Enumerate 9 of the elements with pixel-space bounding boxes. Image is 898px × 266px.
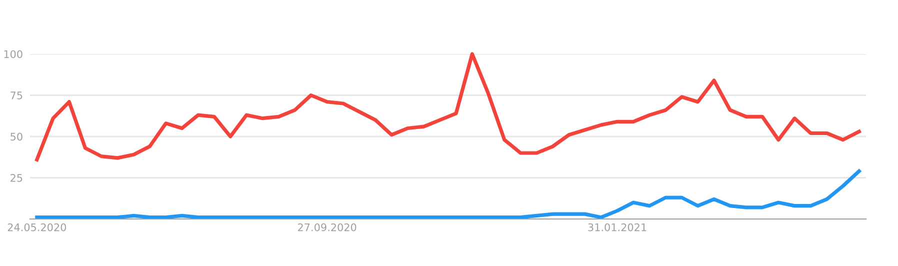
line-series <box>35 52 861 162</box>
x-tick-label: 31.01.2021 <box>588 223 646 232</box>
y-tick-label: 25 <box>10 174 22 182</box>
y-tick-label: 50 <box>10 132 22 141</box>
y-tick-label: 75 <box>10 92 22 100</box>
x-tick-label: 24.05.2020 <box>8 223 66 232</box>
y-tick-label: 100 <box>4 50 22 58</box>
line-series <box>35 169 861 220</box>
x-tick-label: 27.09.2020 <box>298 223 356 232</box>
